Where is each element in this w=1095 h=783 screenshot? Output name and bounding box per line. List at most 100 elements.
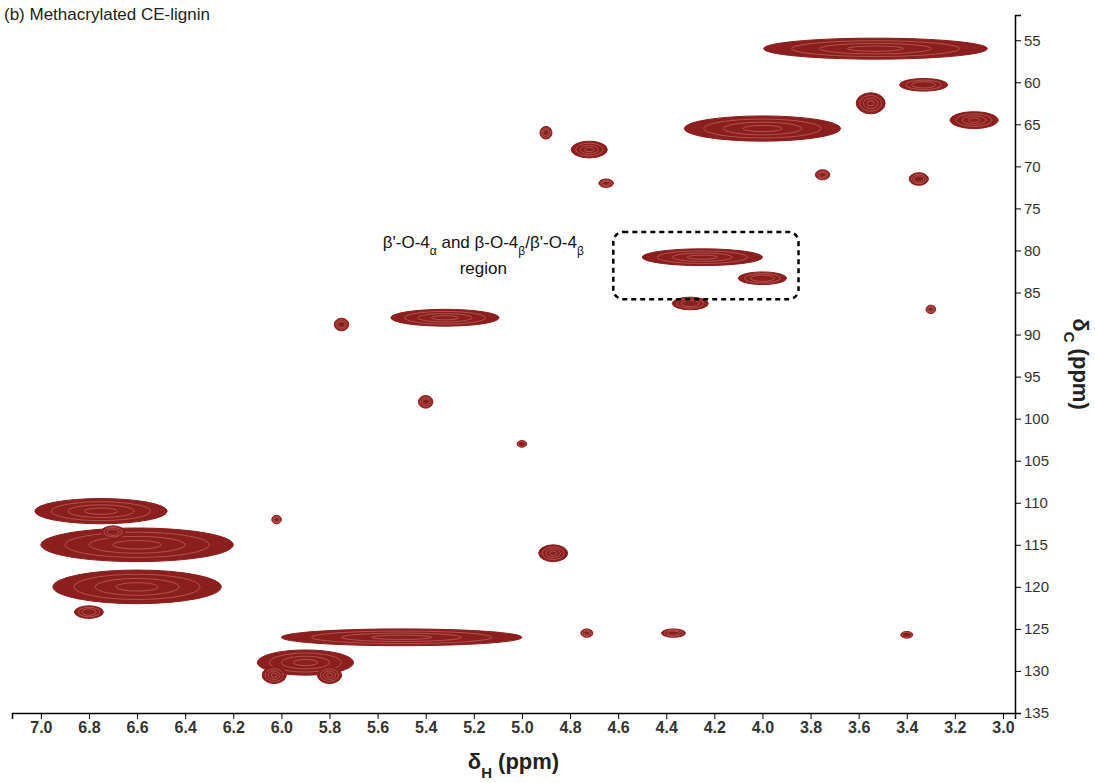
x-tick: 3.4 <box>896 713 918 736</box>
x-tick-mark <box>426 713 427 719</box>
contour-line <box>723 122 801 135</box>
cross-peak <box>317 667 341 684</box>
cross-peak <box>101 526 125 539</box>
contour-line <box>84 508 117 514</box>
contour-line <box>89 536 185 553</box>
x-tick-mark <box>907 713 908 719</box>
contour-line <box>518 441 525 446</box>
x-axis: 7.06.86.66.46.26.05.85.65.45.25.04.84.64… <box>13 713 1016 736</box>
y-tick-label: 115 <box>1024 536 1048 553</box>
x-tick-label: 4.8 <box>559 719 581 736</box>
x-tick-mark <box>329 713 330 719</box>
cross-peak <box>35 499 167 524</box>
contour-line <box>601 180 612 186</box>
y-tick: 115 <box>1015 536 1048 553</box>
contour-line <box>912 174 926 183</box>
contour-line <box>667 631 679 635</box>
contour-line <box>271 673 277 677</box>
text-run: δ <box>468 749 481 774</box>
text-run: (ppm) <box>492 749 559 774</box>
x-tick-label: 4.0 <box>752 719 774 736</box>
cross-peak <box>764 38 988 59</box>
y-tick: 80 <box>1015 242 1041 259</box>
contour-line <box>867 101 874 106</box>
x-tick-label: 7.0 <box>30 719 52 736</box>
cross-peak <box>856 93 885 114</box>
contour-line <box>848 46 904 51</box>
x-tick-label: 5.8 <box>319 719 341 736</box>
x-tick-mark <box>522 713 523 719</box>
contour-line <box>704 119 821 138</box>
y-axis-title: δC (ppm) <box>1062 318 1094 409</box>
x-tick-mark <box>474 713 475 719</box>
y-tick-label: 70 <box>1024 158 1041 175</box>
y-tick: 55 <box>1015 32 1041 49</box>
y-tick: 125 <box>1015 620 1049 637</box>
x-tick-label: 6.4 <box>175 719 197 736</box>
x-tick-label: 3.0 <box>992 719 1014 736</box>
y-tick-mark <box>1015 377 1021 378</box>
y-tick-label: 55 <box>1024 32 1041 49</box>
x-tick-label: 6.2 <box>223 719 245 736</box>
x-tick-label: 3.4 <box>896 719 918 736</box>
y-tick-mark <box>1015 503 1021 504</box>
contour-line <box>860 95 882 111</box>
contour-line <box>338 321 345 327</box>
contour-line <box>962 116 986 124</box>
x-tick-label: 5.4 <box>415 719 437 736</box>
y-tick-label: 95 <box>1024 368 1041 385</box>
contour-line <box>323 671 335 679</box>
cross-peak <box>281 629 522 646</box>
subscript: H <box>481 764 492 781</box>
annotation: region <box>460 259 507 278</box>
contour-line <box>664 630 682 636</box>
y-tick: 135 <box>1015 704 1049 721</box>
y-tick-mark <box>1015 587 1021 588</box>
cross-peak <box>334 318 348 331</box>
x-tick-mark <box>811 713 812 719</box>
cross-peak <box>517 441 527 448</box>
contour-line <box>268 671 280 679</box>
contour-line <box>104 527 122 536</box>
contour-line <box>65 532 209 557</box>
y-tick-label: 125 <box>1024 620 1049 637</box>
contour-line <box>672 253 732 261</box>
cross-peak <box>661 629 685 637</box>
y-tick-mark <box>1015 124 1021 125</box>
contour-line <box>418 314 472 322</box>
contour-line <box>546 549 560 557</box>
contour-line <box>420 397 431 406</box>
contour-line <box>817 171 828 179</box>
contour-line <box>912 82 936 88</box>
x-tick-mark <box>41 713 42 719</box>
contour-line <box>968 118 980 122</box>
y-tick-mark <box>1015 545 1021 546</box>
contour-line <box>274 517 279 521</box>
contour-line <box>107 529 119 535</box>
contour-line <box>342 633 462 641</box>
contour-line <box>819 172 826 177</box>
x-tick-mark <box>281 713 282 719</box>
y-tick-label: 65 <box>1024 116 1041 133</box>
contour-line <box>820 43 932 54</box>
y-tick-label: 135 <box>1024 704 1049 721</box>
x-tick-mark <box>859 713 860 719</box>
x-tick: 4.0 <box>752 713 774 736</box>
x-tick-mark <box>137 713 138 719</box>
contour-line <box>792 41 960 57</box>
x-tick-label: 3.8 <box>800 719 822 736</box>
x-tick: 5.4 <box>415 713 437 736</box>
cross-peak <box>581 629 593 637</box>
contour-line <box>431 316 458 320</box>
contour-line <box>863 98 877 109</box>
y-tick-mark <box>1015 461 1021 462</box>
x-tick: 6.2 <box>223 713 245 736</box>
y-tick-mark <box>1015 671 1021 672</box>
contour-line <box>576 143 603 156</box>
subscript: C <box>1062 332 1079 343</box>
x-tick-label: 5.0 <box>511 719 533 736</box>
contour-line <box>906 80 942 89</box>
cross-peak <box>926 305 936 313</box>
contour-line <box>281 656 329 669</box>
x-tick: 6.6 <box>126 713 148 736</box>
